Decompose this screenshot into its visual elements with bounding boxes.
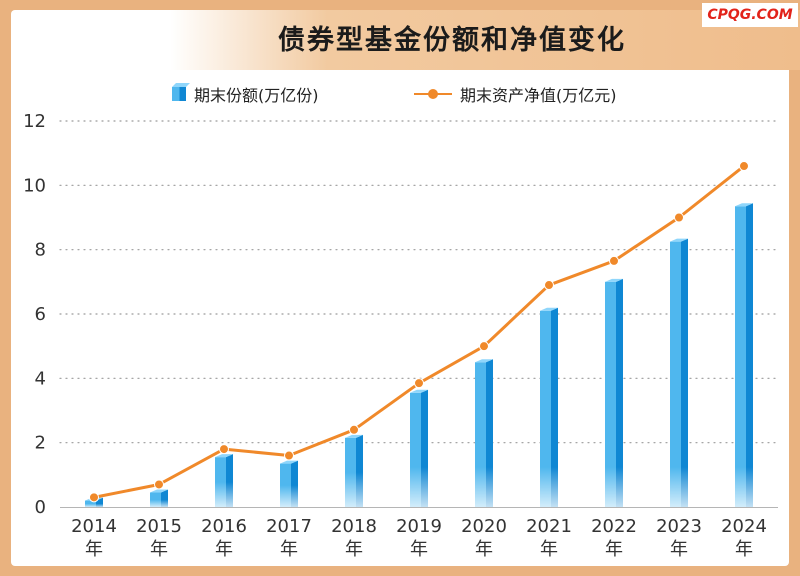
line-point xyxy=(414,378,424,389)
bar-fade xyxy=(670,467,688,507)
bar xyxy=(215,454,233,507)
brand-logo: CPQG.COM xyxy=(702,3,798,27)
bar xyxy=(605,278,623,507)
x-tick-label: 2016 xyxy=(201,516,247,537)
x-tick-suffix: 年 xyxy=(540,539,558,560)
bar-front xyxy=(410,392,421,507)
bar-top xyxy=(150,489,168,493)
bar-side xyxy=(616,278,623,507)
x-tick-label: 2015 xyxy=(136,516,182,537)
x-tick-suffix: 年 xyxy=(670,539,688,560)
bar-fade xyxy=(540,467,558,507)
bar-fade xyxy=(410,467,428,507)
line-point xyxy=(609,255,619,266)
x-tick-suffix: 年 xyxy=(280,539,298,560)
bar-top xyxy=(735,203,753,207)
legend-item-line: 期末资产净值(万亿元) xyxy=(414,82,617,106)
x-tick-label: 2018 xyxy=(331,516,377,537)
x-tick-suffix: 年 xyxy=(215,539,233,560)
chart-frame xyxy=(11,10,789,566)
bar-fade xyxy=(150,499,168,507)
line-point xyxy=(479,341,489,352)
bar-side xyxy=(681,238,688,507)
x-tick-suffix: 年 xyxy=(735,539,753,560)
bar-side xyxy=(746,203,753,507)
line-layer xyxy=(89,161,749,503)
line-point xyxy=(284,450,294,461)
y-tick-label: 12 xyxy=(23,111,46,132)
x-tick-label: 2021 xyxy=(526,516,572,537)
bar-fade xyxy=(215,482,233,507)
x-tick-label: 2019 xyxy=(396,516,442,537)
y-tick-label: 8 xyxy=(35,240,46,261)
bar-front xyxy=(670,241,681,507)
legend-label-line: 期末资产净值(万亿元) xyxy=(460,86,617,105)
bar xyxy=(670,238,688,507)
y-tick-label: 4 xyxy=(35,368,46,389)
y-tick-label: 2 xyxy=(35,433,46,454)
bar xyxy=(150,489,168,507)
y-tick-label: 6 xyxy=(35,304,46,325)
axis-layer: 0246810122014年2015年2016年2017年2018年2019年2… xyxy=(23,111,767,560)
legend-item-bar: 期末份额(万亿份) xyxy=(172,82,319,106)
bar xyxy=(540,307,558,507)
line-point xyxy=(739,161,749,172)
bar-front xyxy=(475,362,486,507)
bar-layer xyxy=(85,203,753,507)
line-point xyxy=(674,212,684,223)
x-tick-suffix: 年 xyxy=(410,539,428,560)
bar xyxy=(280,460,298,507)
line-point xyxy=(349,424,359,435)
bar-fade xyxy=(280,485,298,507)
title-band xyxy=(170,10,800,70)
x-tick-suffix: 年 xyxy=(605,539,623,560)
bar-side xyxy=(551,307,558,507)
x-tick-suffix: 年 xyxy=(85,539,103,560)
line-point xyxy=(219,444,229,455)
bar-fade xyxy=(85,503,103,507)
legend: 期末份额(万亿份) 期末资产净值(万亿元) xyxy=(0,82,800,112)
bar-front xyxy=(735,206,746,507)
x-tick-label: 2017 xyxy=(266,516,312,537)
x-tick-suffix: 年 xyxy=(475,539,493,560)
bar xyxy=(410,389,428,507)
bar xyxy=(345,434,363,507)
x-tick-label: 2022 xyxy=(591,516,637,537)
line-legend-swatch xyxy=(414,87,452,101)
legend-label-bar: 期末份额(万亿份) xyxy=(194,86,319,105)
bar-fade xyxy=(605,467,623,507)
x-tick-label: 2020 xyxy=(461,516,507,537)
x-tick-suffix: 年 xyxy=(345,539,363,560)
bar-top xyxy=(280,460,298,464)
bar-front xyxy=(540,310,551,507)
bar-top xyxy=(605,278,623,282)
bar-fade xyxy=(345,472,363,507)
grid-layer xyxy=(59,120,779,508)
bar-top xyxy=(215,454,233,458)
y-tick-label: 10 xyxy=(23,175,46,196)
bar-fade xyxy=(475,467,493,507)
y-tick-label: 0 xyxy=(35,497,46,518)
bar-front xyxy=(605,281,616,507)
bar-top xyxy=(410,389,428,393)
chart-title: 债券型基金份额和净值变化 xyxy=(278,25,626,56)
x-tick-label: 2014 xyxy=(71,516,117,537)
bar xyxy=(475,359,493,507)
bar-fade xyxy=(735,467,753,507)
bar-top xyxy=(540,307,558,311)
line-point xyxy=(89,492,99,503)
bar-top xyxy=(345,434,363,438)
bar-top xyxy=(670,238,688,242)
bar xyxy=(735,203,753,507)
line-point xyxy=(544,280,554,291)
x-tick-suffix: 年 xyxy=(150,539,168,560)
x-tick-label: 2024 xyxy=(721,516,767,537)
x-tick-label: 2023 xyxy=(656,516,702,537)
bar-top xyxy=(475,359,493,363)
bar-legend-swatch xyxy=(172,87,186,101)
line-point xyxy=(154,479,164,490)
